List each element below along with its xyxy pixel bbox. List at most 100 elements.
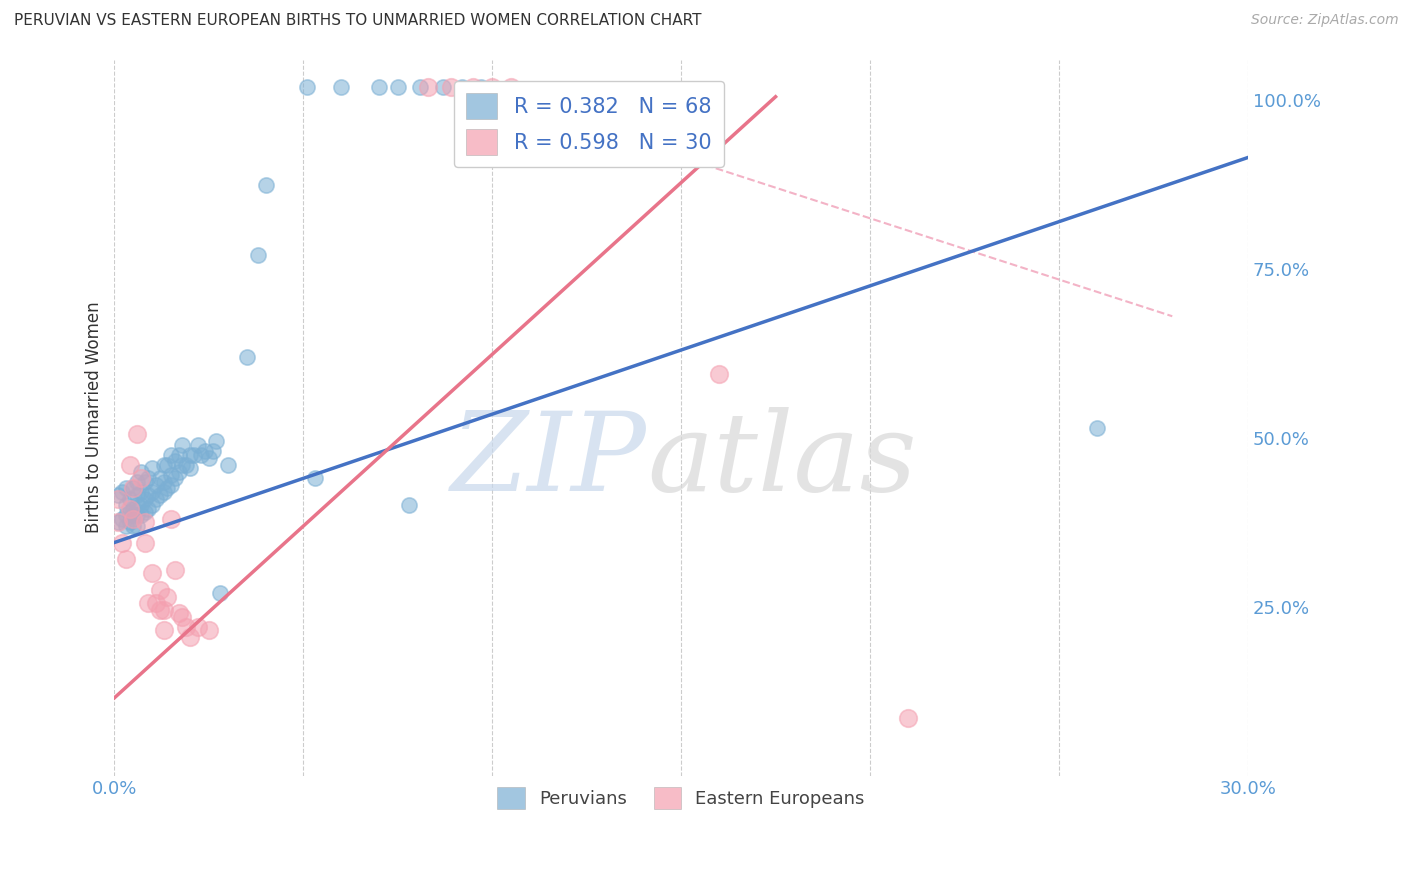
Point xyxy=(138,488,160,502)
Point xyxy=(149,603,172,617)
Point xyxy=(174,620,197,634)
Point xyxy=(138,471,160,485)
Point xyxy=(209,586,232,600)
Point xyxy=(160,448,183,462)
Point xyxy=(174,458,197,472)
Point xyxy=(470,79,492,94)
Point xyxy=(179,461,201,475)
Point xyxy=(107,515,129,529)
Point xyxy=(463,79,485,94)
Legend: Peruvians, Eastern Europeans: Peruvians, Eastern Europeans xyxy=(491,780,872,816)
Point xyxy=(122,482,145,496)
Point xyxy=(118,491,141,506)
Point xyxy=(152,603,174,617)
Point xyxy=(122,482,145,496)
Point xyxy=(451,79,474,94)
Point xyxy=(141,499,163,513)
Point xyxy=(122,512,145,526)
Point xyxy=(152,484,174,499)
Point xyxy=(416,79,439,94)
Point xyxy=(141,461,163,475)
Point xyxy=(149,582,172,597)
Point xyxy=(440,79,463,94)
Point xyxy=(432,79,454,94)
Text: PERUVIAN VS EASTERN EUROPEAN BIRTHS TO UNMARRIED WOMEN CORRELATION CHART: PERUVIAN VS EASTERN EUROPEAN BIRTHS TO U… xyxy=(14,13,702,29)
Point xyxy=(409,79,432,94)
Point xyxy=(481,79,503,94)
Point xyxy=(138,596,160,610)
Point xyxy=(134,475,156,489)
Point xyxy=(295,79,318,94)
Point xyxy=(125,518,148,533)
Point xyxy=(129,471,152,485)
Point xyxy=(160,478,183,492)
Point xyxy=(246,248,269,262)
Point xyxy=(387,79,409,94)
Point xyxy=(160,512,183,526)
Point xyxy=(107,488,129,502)
Point xyxy=(330,79,353,94)
Text: Source: ZipAtlas.com: Source: ZipAtlas.com xyxy=(1251,13,1399,28)
Point xyxy=(111,535,134,549)
Point xyxy=(186,620,208,634)
Point xyxy=(149,471,172,485)
Point xyxy=(172,458,194,472)
Point xyxy=(156,458,179,472)
Point xyxy=(141,484,163,499)
Point xyxy=(198,624,221,638)
Point xyxy=(167,607,190,621)
Point xyxy=(186,437,208,451)
Point xyxy=(118,458,141,472)
Point xyxy=(125,475,148,489)
Point xyxy=(114,518,136,533)
Point xyxy=(134,491,156,506)
Point xyxy=(134,505,156,519)
Point xyxy=(501,79,523,94)
Point xyxy=(398,499,420,513)
Point xyxy=(129,499,152,513)
Point xyxy=(217,458,239,472)
Point xyxy=(125,499,148,513)
Point xyxy=(111,484,134,499)
Point xyxy=(183,448,205,462)
Point xyxy=(897,711,920,725)
Point xyxy=(152,624,174,638)
Point xyxy=(145,596,167,610)
Point xyxy=(114,482,136,496)
Point xyxy=(156,482,179,496)
Point xyxy=(152,458,174,472)
Point xyxy=(198,451,221,466)
Point xyxy=(122,501,145,516)
Point xyxy=(163,471,186,485)
Point xyxy=(118,505,141,519)
Point xyxy=(163,454,186,468)
Point xyxy=(179,448,201,462)
Point xyxy=(111,512,134,526)
Point xyxy=(107,515,129,529)
Point xyxy=(707,367,730,381)
Point xyxy=(107,491,129,506)
Point xyxy=(172,437,194,451)
Text: atlas: atlas xyxy=(647,407,917,515)
Point xyxy=(122,508,145,523)
Point xyxy=(129,465,152,479)
Point xyxy=(145,491,167,506)
Point xyxy=(125,427,148,442)
Point xyxy=(190,448,212,462)
Point xyxy=(172,609,194,624)
Point xyxy=(160,467,183,482)
Point xyxy=(167,465,190,479)
Point xyxy=(129,484,152,499)
Point xyxy=(167,448,190,462)
Point xyxy=(194,444,217,458)
Point xyxy=(122,518,145,533)
Text: ZIP: ZIP xyxy=(451,407,647,515)
Point xyxy=(114,499,136,513)
Point xyxy=(179,630,201,644)
Point xyxy=(367,79,389,94)
Point xyxy=(134,515,156,529)
Point xyxy=(118,501,141,516)
Y-axis label: Births to Unmarried Women: Births to Unmarried Women xyxy=(86,301,103,533)
Point xyxy=(201,444,224,458)
Point xyxy=(1085,420,1108,434)
